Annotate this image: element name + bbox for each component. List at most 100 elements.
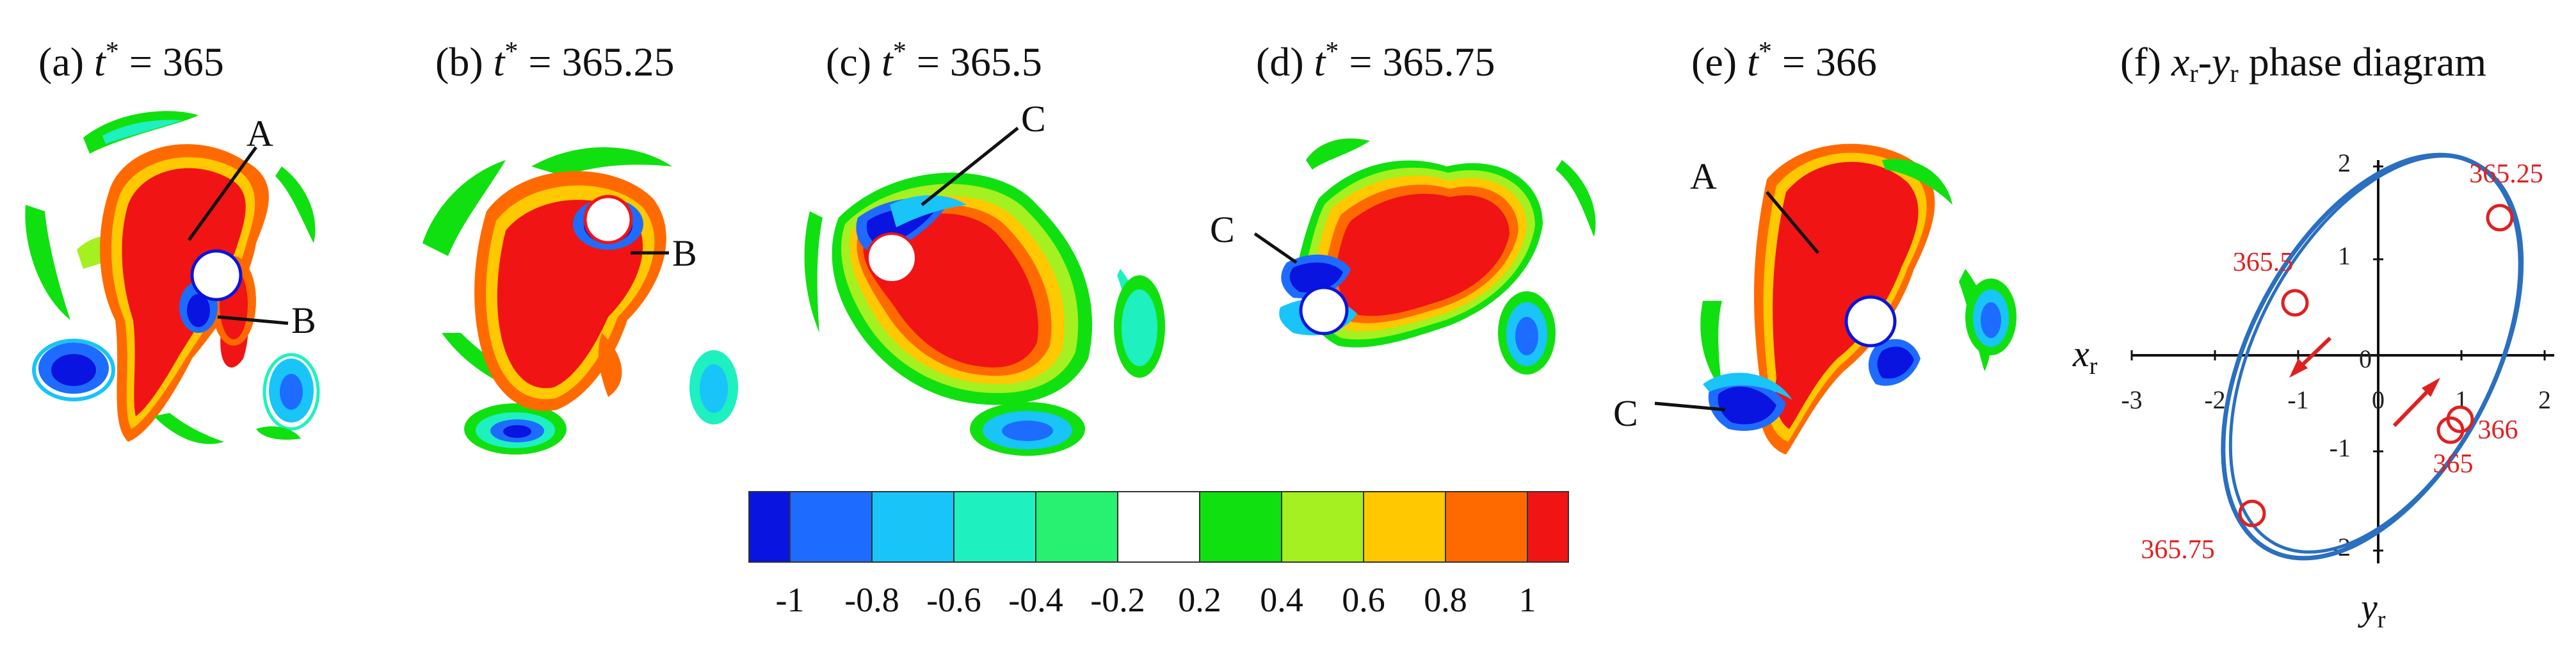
phase-xtick-label-2: -2: [2204, 385, 2225, 414]
panel-b-contour: B: [423, 147, 738, 455]
tongue-b: [598, 333, 622, 397]
panel-b-title: (b) t* = 365.25: [435, 37, 675, 85]
vortex-body-e-core: [1773, 161, 1919, 430]
vortex-c-bottom-core: [1002, 421, 1053, 441]
cylinder-a: [190, 249, 243, 302]
phase-orbit-2: [2228, 154, 2524, 554]
phase-ytick-label-1: 2: [2338, 149, 2351, 177]
colorbar-swatch-8: [1281, 491, 1364, 563]
green-band-e-top: [1882, 159, 1952, 205]
vortex-e-right-core: [1981, 302, 2001, 338]
panel-f-title: (f) xr-yr phase diagram: [2120, 39, 2486, 88]
green-fleck-a: [256, 426, 301, 440]
callout-e-C: C: [1613, 392, 1638, 434]
wake-arc-c-left: [804, 211, 823, 333]
vortex-C-d-core: [1289, 262, 1343, 293]
phase-label-365.25: 365.25: [2469, 159, 2543, 189]
colorbar-label-10: 1: [1519, 581, 1536, 619]
phase-xtick-label-6: 2: [2538, 385, 2551, 414]
panel-d-contour: C: [1210, 138, 1596, 375]
wake-arc-a1-core: [102, 120, 182, 144]
colorbar-label-9: 0.8: [1424, 581, 1467, 619]
phase-marker-365.25: [2486, 204, 2514, 232]
phase-xtick-label-4: 0: [2372, 385, 2385, 414]
phase-ytick-label-4: -1: [2330, 433, 2351, 462]
colorbar-label-1: -1: [776, 581, 805, 619]
leader-c-C: [921, 127, 1019, 206]
vortex-B-a-core: [187, 294, 210, 327]
colorbar-label-2: -0.8: [844, 581, 899, 619]
colorbar-label-6: 0.2: [1178, 581, 1221, 619]
callout-b-B: B: [672, 232, 697, 274]
phase-label-365.5: 365.5: [2233, 248, 2294, 277]
phase-axis-x-name: xr: [2072, 333, 2098, 380]
phase-xtick-label-1: -3: [2121, 385, 2142, 414]
panel-e-title: (e) t* = 366: [1691, 37, 1877, 85]
panel-d-title: (d) t* = 365.75: [1256, 37, 1495, 85]
wake-arc-b1: [423, 160, 506, 256]
phase-label-365.75: 365.75: [2141, 535, 2215, 565]
colorbar-swatch-6: [1117, 491, 1200, 563]
colorbar-label-3: -0.6: [926, 581, 981, 619]
vortex-a-left-core: [51, 354, 96, 386]
colorbar-label-5: -0.2: [1090, 581, 1145, 619]
phase-label-365: 365: [2433, 449, 2474, 479]
vortex-C-e-rim: [1703, 373, 1792, 400]
cylinder-b: [583, 195, 633, 245]
cylinder-e: [1844, 295, 1897, 348]
colorbar-swatch-11: [1527, 491, 1569, 563]
phase-arrow-1-head: [2289, 359, 2308, 378]
phase-ytick-label-2: 1: [2338, 241, 2351, 270]
wake-arc-a3: [275, 166, 316, 243]
callout-a-A: A: [246, 113, 273, 154]
vortex-b-right-core: [700, 364, 728, 413]
phase-arrow-2: [2392, 384, 2435, 428]
vortex-body-d-core: [1336, 193, 1509, 316]
vortex-a-right-cyan-core: [280, 374, 303, 410]
callout-c-C: C: [1021, 98, 1046, 140]
phase-arrow-2-head: [2422, 378, 2440, 397]
phase-xtick-label-3: -1: [2287, 385, 2308, 414]
vortex-C-e-core: [1718, 386, 1776, 424]
leader-a-B: [217, 315, 289, 325]
vortex-e-inner-core: [1877, 346, 1914, 379]
phase-diagram: -3 -2 -1 0 1 2 2 1 0 -1 -2 xr yr 365.25 …: [2072, 149, 2554, 633]
colorbar: -1 -0.8 -0.6 -0.4 -0.2 0.2 0.4 0.6 0.8 1: [748, 491, 1569, 619]
colorbar-label-4: -0.4: [1008, 581, 1063, 619]
wake-arc-b-top: [531, 147, 672, 176]
vortex-C-c-rim: [890, 195, 967, 227]
colorbar-swatch-10: [1445, 491, 1528, 563]
callout-d-C: C: [1210, 209, 1235, 250]
vortex-d-right-core: [1515, 317, 1538, 355]
colorbar-label-8: 0.6: [1342, 581, 1385, 619]
panel-c-title: (c) t* = 365.5: [826, 37, 1042, 85]
colorbar-swatch-2: [789, 491, 873, 563]
panel-a-title: (a) t* = 365: [38, 37, 224, 85]
wake-arc-e-left: [1700, 301, 1722, 391]
green-arc-a-bottom: [154, 413, 224, 444]
vortex-c-right-teal: [1122, 289, 1157, 366]
vortex-a-left-rim: [32, 339, 115, 401]
vortex-a-right-rim: [262, 353, 320, 431]
cylinder-c: [866, 232, 917, 284]
leader-e-A: [1766, 191, 1819, 254]
phase-marker-365.75: [2238, 499, 2266, 528]
wake-arc-d-top: [1306, 138, 1370, 170]
colorbar-swatch-9: [1363, 491, 1446, 563]
colorbar-label-7: 0.4: [1260, 581, 1303, 619]
wake-arc-d-right: [1556, 160, 1596, 237]
panel-titles: (a) t* = 365 (b) t* = 365.25 (c) t* = 36…: [38, 37, 2486, 88]
wake-arc-a2: [25, 205, 71, 320]
phase-label-366: 366: [2478, 415, 2518, 445]
phase-ytick-label-3: 0: [2359, 344, 2372, 373]
panel-c-contour: C: [804, 98, 1165, 456]
panel-e-contour: A C: [1613, 143, 2017, 455]
phase-axis-y-name: yr: [2358, 586, 2386, 633]
phase-marker-365.5: [2281, 289, 2309, 317]
callout-e-A: A: [1690, 156, 1717, 197]
phase-marker-365: [2436, 416, 2465, 444]
callout-a-B: B: [291, 300, 316, 341]
panel-a-contour: A B: [25, 111, 320, 444]
colorbar-swatch-7: [1199, 491, 1282, 563]
